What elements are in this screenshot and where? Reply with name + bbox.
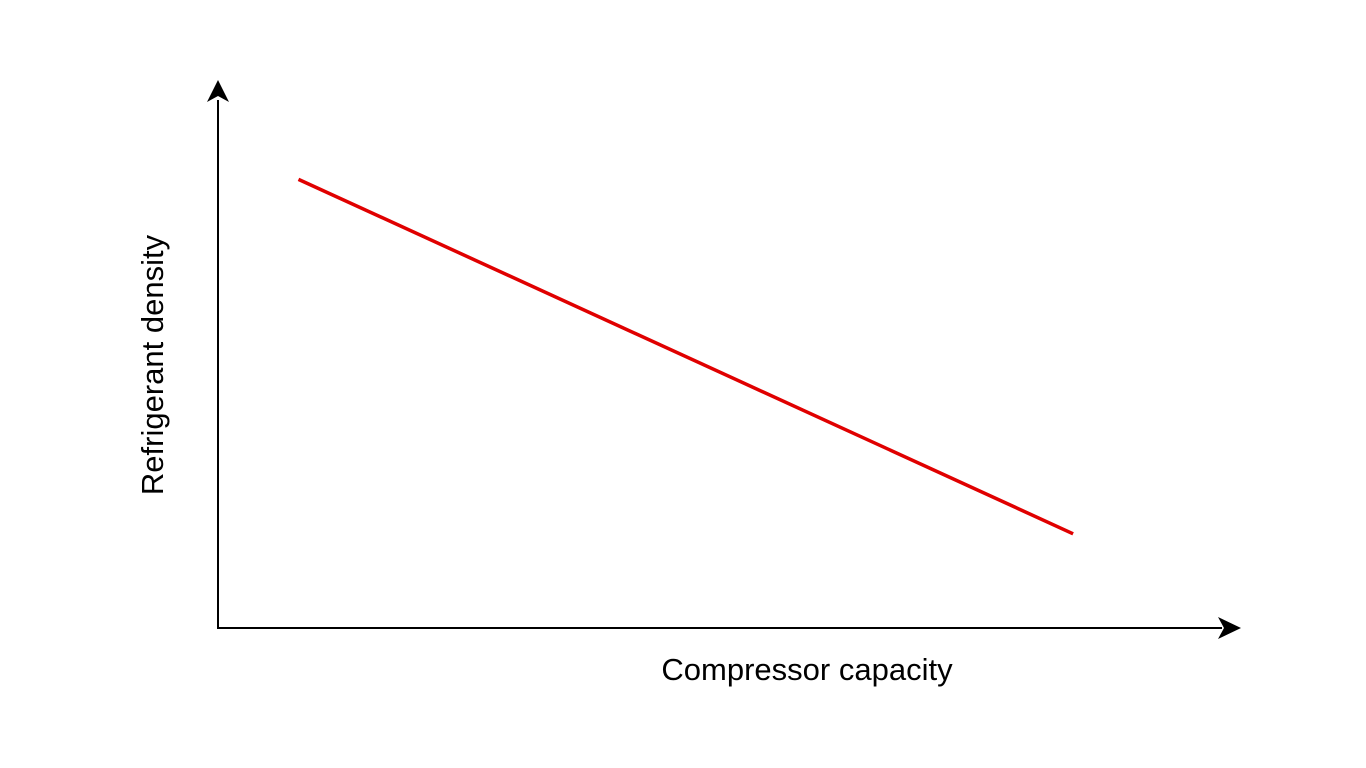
series-line-1 (297, 177, 1074, 536)
series-layer (297, 177, 1074, 536)
x-axis-label: Compressor capacity (661, 652, 953, 687)
x-axis-arrow-icon (1218, 617, 1241, 639)
axes (207, 80, 1241, 639)
y-axis-arrow-icon (207, 80, 229, 102)
y-axis-label: Refrigerant density (135, 234, 170, 495)
